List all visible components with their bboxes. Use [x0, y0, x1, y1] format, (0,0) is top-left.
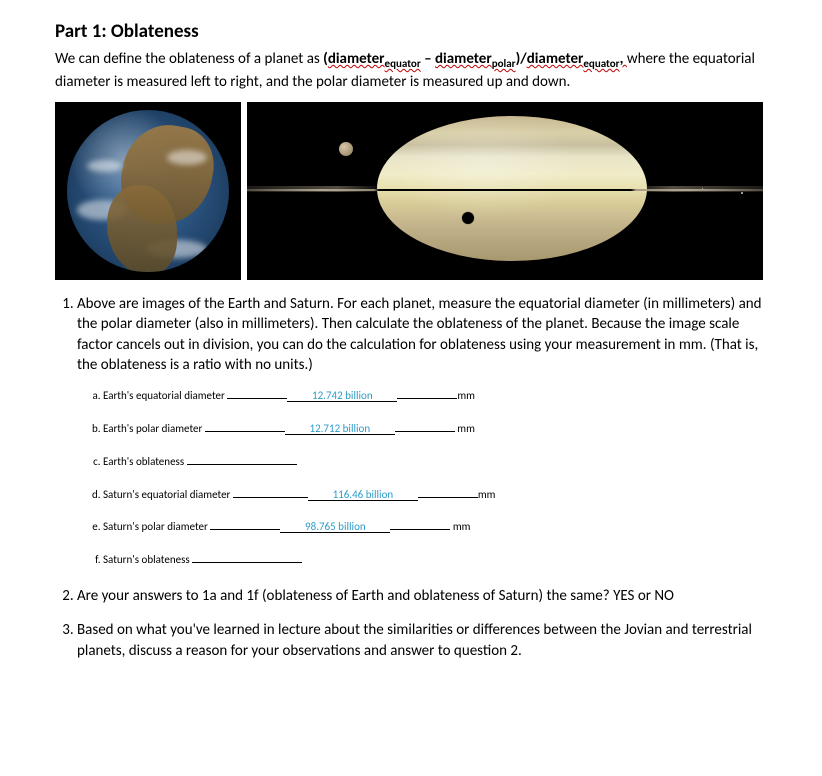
paren-close: )/ — [516, 50, 527, 68]
q1c: Earth's oblateness — [103, 455, 767, 470]
q3-text: Based on what you've learned in lecture … — [77, 621, 752, 659]
q1d-unit: mm — [478, 488, 496, 501]
question-3: Based on what you've learned in lecture … — [77, 620, 767, 661]
question-1: Above are images of the Earth and Saturn… — [77, 294, 767, 568]
intro-paragraph: We can define the oblateness of a planet… — [55, 49, 767, 92]
q1f-label: Saturn's oblateness — [103, 553, 192, 566]
q1f: Saturn's oblateness — [103, 553, 767, 568]
diam-eq-2: diameter — [527, 50, 584, 68]
q1a: Earth's equatorial diameter 12.742 billi… — [103, 389, 767, 404]
q1a-value[interactable]: 12.742 billion — [287, 390, 397, 402]
q1d-blank-pre[interactable] — [233, 497, 308, 498]
q1b-blank-post[interactable] — [395, 431, 455, 432]
diam-polar: diameter — [435, 50, 492, 68]
earth-image — [55, 102, 241, 280]
q1f-value[interactable] — [192, 562, 302, 563]
q1b-value[interactable]: 12.712 billion — [285, 423, 395, 435]
page-title: Part 1: Oblateness — [55, 20, 767, 43]
diam-eq-1-sub: equator — [385, 57, 421, 70]
q1e-unit: mm — [450, 520, 470, 533]
q1b-label: Earth's polar diameter — [103, 422, 205, 435]
saturn-image — [247, 102, 763, 280]
q2-text: Are your answers to 1a and 1f (oblatenes… — [77, 587, 674, 605]
q1a-blank-post[interactable] — [397, 398, 457, 399]
q1d-blank-post[interactable] — [418, 497, 478, 498]
q1a-unit: mm — [457, 389, 475, 402]
q1e-value[interactable]: 98.765 billion — [280, 521, 390, 533]
diam-polar-sub: polar — [492, 57, 516, 70]
q1d-value[interactable]: 116.46 billion — [308, 489, 418, 501]
q1b-blank-pre[interactable] — [205, 431, 285, 432]
q1b: Earth's polar diameter 12.712 billion mm — [103, 422, 767, 437]
q1e-blank-pre[interactable] — [210, 529, 280, 530]
q1e-blank-post[interactable] — [390, 529, 450, 530]
image-row — [55, 102, 767, 280]
q1c-label: Earth's oblateness — [103, 455, 187, 468]
diam-eq-2-sub: equator — [583, 57, 619, 70]
diam-eq-1: diameter — [328, 50, 385, 68]
q1c-value[interactable] — [187, 464, 297, 465]
q1e-label: Saturn's polar diameter — [103, 520, 210, 533]
intro-pre: We can define the oblateness of a planet… — [55, 50, 323, 68]
question-2: Are your answers to 1a and 1f (oblatenes… — [77, 586, 767, 606]
q1d: Saturn's equatorial diameter 116.46 bill… — [103, 488, 767, 503]
formula-comma: , — [620, 50, 627, 68]
q1b-unit: mm — [455, 422, 475, 435]
q1a-label: Earth's equatorial diameter — [103, 389, 227, 402]
q1-text: Above are images of the Earth and Saturn… — [77, 295, 762, 374]
minus: – — [421, 50, 435, 68]
q1a-blank-pre[interactable] — [227, 398, 287, 399]
q1e: Saturn's polar diameter 98.765 billion m… — [103, 520, 767, 535]
q1d-label: Saturn's equatorial diameter — [103, 488, 233, 501]
